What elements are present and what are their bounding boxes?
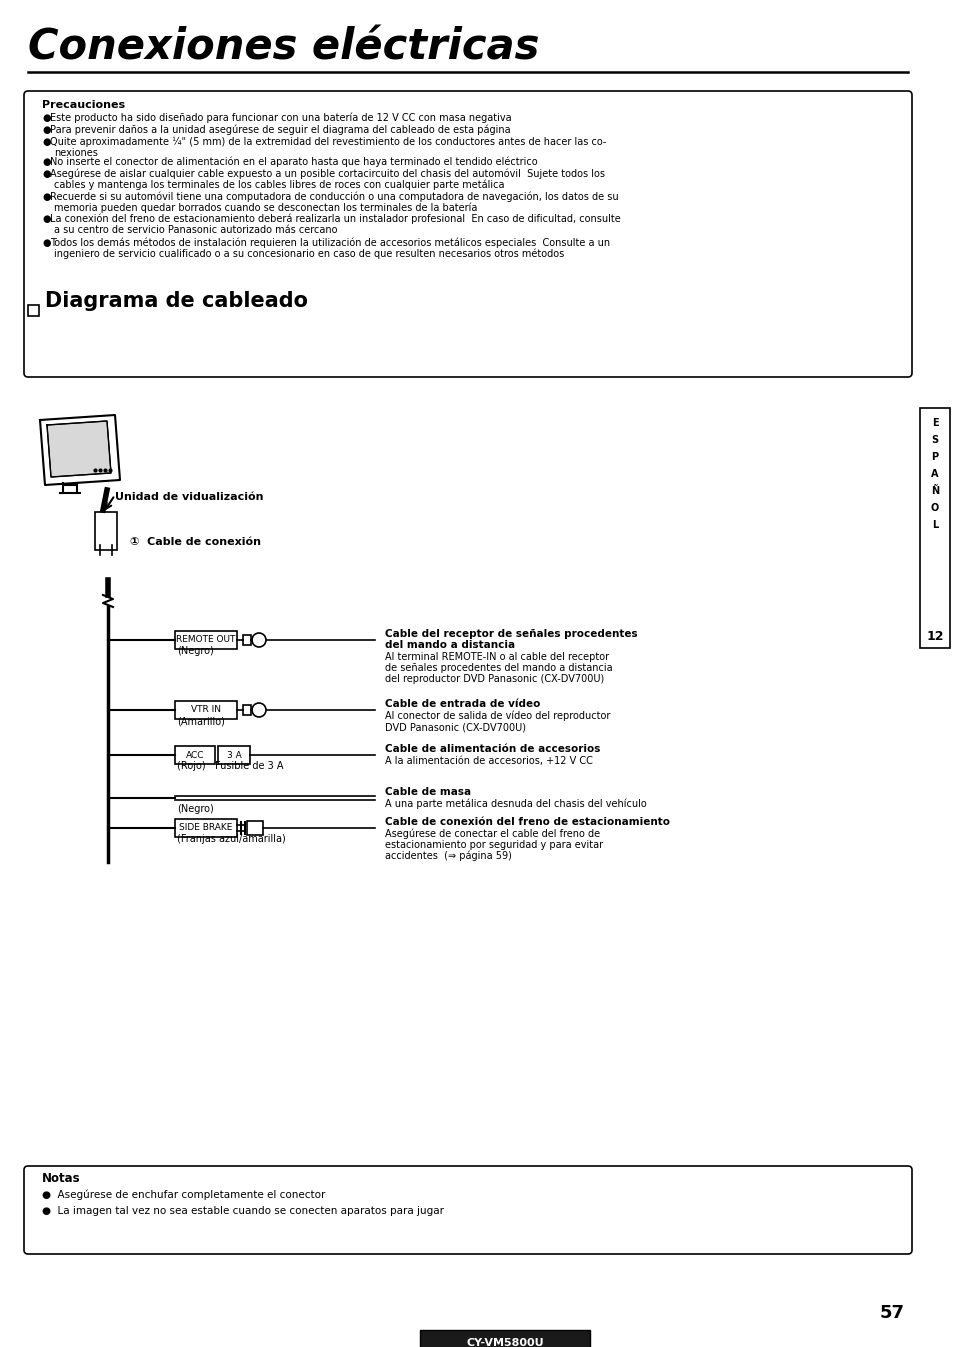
Text: ●  Asegúrese de enchufar completamente el conector: ● Asegúrese de enchufar completamente el…	[42, 1189, 325, 1200]
Text: ●: ●	[42, 137, 51, 147]
Text: REMOTE OUT: REMOTE OUT	[176, 636, 235, 644]
Text: ●: ●	[42, 214, 51, 224]
Text: ●: ●	[42, 193, 51, 202]
Text: estacionamiento por seguridad y para evitar: estacionamiento por seguridad y para evi…	[385, 841, 602, 850]
Text: del mando a distancia: del mando a distancia	[385, 640, 515, 651]
Text: Conexiones eléctricas: Conexiones eléctricas	[28, 27, 538, 69]
Bar	[95, 512, 117, 550]
Text: DVD Panasonic (CX-DV700U): DVD Panasonic (CX-DV700U)	[385, 722, 525, 731]
Text: CY-VM5800U: CY-VM5800U	[466, 1338, 543, 1347]
Text: ●: ●	[42, 168, 51, 179]
Text: a su centro de servicio Panasonic autorizado más cercano: a su centro de servicio Panasonic autori…	[54, 225, 337, 234]
FancyBboxPatch shape	[24, 92, 911, 377]
Text: (Amarillo): (Amarillo)	[177, 717, 225, 726]
Text: Todos los demás métodos de instalación requieren la utilización de accesorios me: Todos los demás métodos de instalación r…	[50, 237, 610, 248]
Text: Este producto ha sido diseñado para funcionar con una batería de 12 V CC con mas: Este producto ha sido diseñado para func…	[50, 113, 511, 123]
Text: ACC: ACC	[186, 750, 204, 760]
Text: Al conector de salida de vídeo del reproductor: Al conector de salida de vídeo del repro…	[385, 710, 610, 721]
Text: E: E	[931, 418, 938, 428]
Text: accidentes  (⇒ página 59): accidentes (⇒ página 59)	[385, 850, 512, 861]
Text: A: A	[930, 469, 938, 480]
Text: Cable de alimentación de accesorios: Cable de alimentación de accesorios	[385, 744, 599, 754]
Bar	[174, 700, 236, 719]
Text: 12: 12	[925, 629, 943, 643]
Bar	[174, 746, 214, 764]
Text: ●: ●	[42, 158, 51, 167]
Text: Asegúrese de conectar el cable del freno de: Asegúrese de conectar el cable del freno…	[385, 828, 599, 839]
Text: Quite aproximadamente ¼" (5 mm) de la extremidad del revestimiento de los conduc: Quite aproximadamente ¼" (5 mm) de la ex…	[50, 137, 606, 147]
Text: nexiones: nexiones	[54, 148, 98, 158]
Text: ●  La imagen tal vez no sea estable cuando se conecten aparatos para jugar: ● La imagen tal vez no sea estable cuand…	[42, 1206, 443, 1216]
Text: ingeniero de servicio cualificado o a su concesionario en caso de que resulten n: ingeniero de servicio cualificado o a su…	[54, 248, 563, 259]
Text: ●: ●	[42, 238, 51, 248]
Text: Recuerde si su automóvil tiene una computadora de conducción o una computadora d: Recuerde si su automóvil tiene una compu…	[50, 191, 618, 202]
Text: Para prevenir daños a la unidad asegúrese de seguir el diagrama del cableado de : Para prevenir daños a la unidad asegúres…	[50, 124, 510, 135]
Text: ●: ●	[42, 125, 51, 135]
Text: La conexión del freno de estacionamiento deberá realizarla un instalador profesi: La conexión del freno de estacionamiento…	[50, 214, 620, 224]
Text: Cable de masa: Cable de masa	[385, 787, 471, 797]
Text: Diagrama de cableado: Diagrama de cableado	[45, 291, 308, 311]
Bar	[247, 822, 263, 835]
Text: 3 A: 3 A	[227, 750, 241, 760]
Text: (Negro): (Negro)	[177, 804, 213, 814]
Text: Al terminal REMOTE-IN o al cable del receptor: Al terminal REMOTE-IN o al cable del rec…	[385, 652, 608, 661]
FancyBboxPatch shape	[24, 1167, 911, 1254]
Text: de señales procedentes del mando a distancia: de señales procedentes del mando a dista…	[385, 663, 612, 674]
Text: ①  Cable de conexión: ① Cable de conexión	[130, 537, 261, 547]
Text: Notas: Notas	[42, 1172, 81, 1185]
Text: L: L	[931, 520, 937, 529]
Text: del reproductor DVD Panasonic (CX-DV700U): del reproductor DVD Panasonic (CX-DV700U…	[385, 674, 603, 684]
Text: A la alimentación de accesorios, +12 V CC: A la alimentación de accesorios, +12 V C…	[385, 756, 592, 766]
Polygon shape	[47, 422, 111, 477]
Text: A una parte metálica desnuda del chasis del vehículo: A una parte metálica desnuda del chasis …	[385, 799, 646, 810]
Text: VTR IN: VTR IN	[191, 706, 221, 714]
Text: (Negro): (Negro)	[177, 647, 213, 656]
Bar	[243, 704, 251, 715]
Bar	[919, 408, 949, 648]
Text: ●: ●	[42, 113, 51, 123]
Text: Asegúrese de aislar cualquier cable expuesto a un posible cortacircuito del chas: Asegúrese de aislar cualquier cable expu…	[50, 168, 604, 179]
Text: P: P	[930, 453, 938, 462]
Text: O: O	[930, 502, 938, 513]
Text: 57: 57	[879, 1304, 904, 1321]
Bar	[174, 819, 236, 836]
Text: memoria pueden quedar borrados cuando se desconectan los terminales de la baterí: memoria pueden quedar borrados cuando se…	[54, 202, 477, 213]
Text: (Franjas azul/amarilla): (Franjas azul/amarilla)	[177, 834, 286, 845]
Text: No inserte el conector de alimentación en el aparato hasta que haya terminado el: No inserte el conector de alimentación e…	[50, 156, 537, 167]
Bar	[28, 304, 39, 317]
Text: Ñ: Ñ	[930, 486, 938, 496]
Bar	[419, 1329, 589, 1347]
Text: Cable del receptor de señales procedentes: Cable del receptor de señales procedente…	[385, 629, 637, 638]
Text: Cable de entrada de vídeo: Cable de entrada de vídeo	[385, 699, 539, 709]
Text: S: S	[930, 435, 938, 445]
Text: (Rojo)   Fusible de 3 A: (Rojo) Fusible de 3 A	[177, 761, 283, 770]
Text: SIDE BRAKE: SIDE BRAKE	[179, 823, 233, 832]
Text: Unidad de vidualización: Unidad de vidualización	[115, 492, 263, 502]
Bar	[243, 634, 251, 645]
Bar	[218, 746, 250, 764]
Text: Cable de conexión del freno de estacionamiento: Cable de conexión del freno de estaciona…	[385, 818, 669, 827]
Bar	[174, 630, 236, 649]
Text: cables y mantenga los terminales de los cables libres de roces con cualquier par: cables y mantenga los terminales de los …	[54, 179, 504, 190]
Text: Precauciones: Precauciones	[42, 100, 125, 110]
